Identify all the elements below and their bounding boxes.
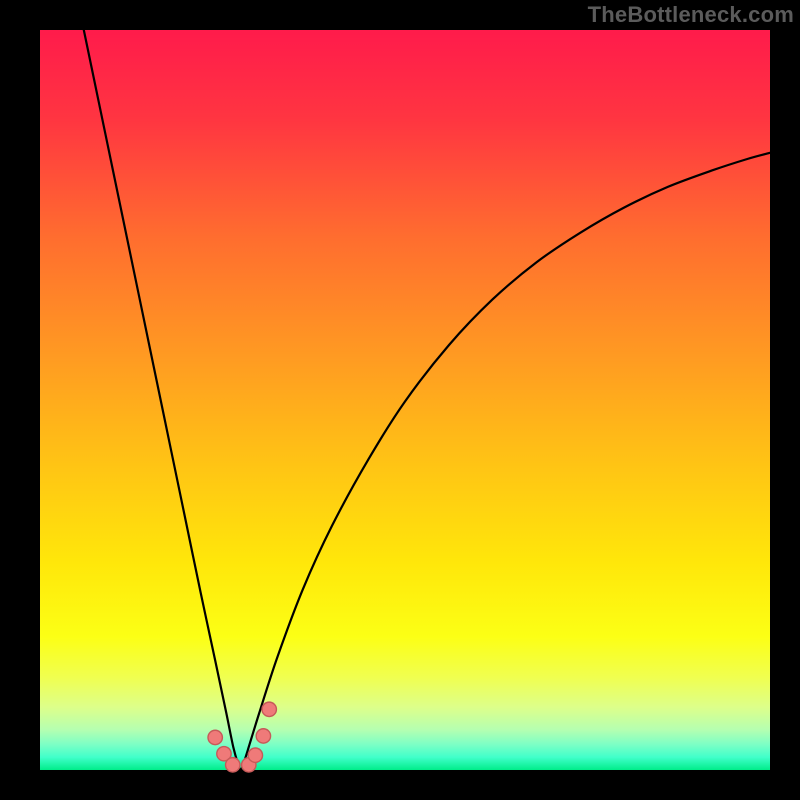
watermark-text: TheBottleneck.com bbox=[588, 2, 794, 28]
marker-dot bbox=[262, 702, 276, 716]
marker-dot bbox=[248, 748, 262, 762]
marker-dot bbox=[256, 729, 270, 743]
marker-dot bbox=[208, 730, 222, 744]
marker-dot bbox=[226, 758, 240, 772]
